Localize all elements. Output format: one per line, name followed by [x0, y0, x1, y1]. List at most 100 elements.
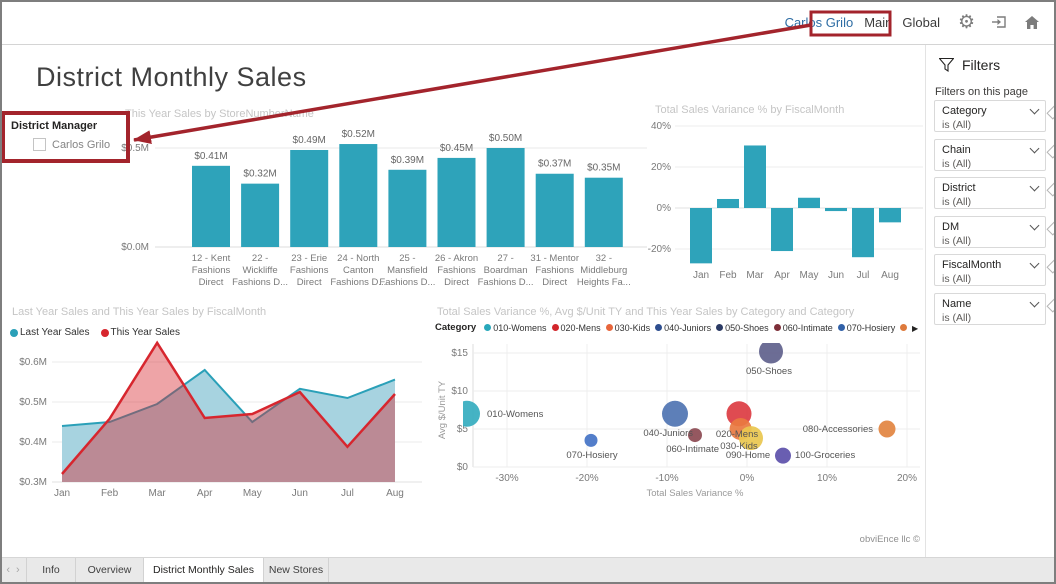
- y-tick: $5: [457, 424, 469, 435]
- eraser-icon[interactable]: [1046, 105, 1056, 120]
- filter-card-Category[interactable]: Category is (All): [934, 100, 1046, 132]
- y-tick: 0%: [657, 203, 672, 214]
- chevron-down-icon[interactable]: [1029, 104, 1040, 115]
- bar-store-1[interactable]: [241, 183, 280, 247]
- checkbox-unchecked[interactable]: [33, 138, 46, 151]
- filter-condition: is (All): [942, 196, 972, 208]
- filters-section-label: Filters on this page: [935, 86, 1028, 98]
- x-tick: May: [243, 488, 262, 499]
- eraser-icon[interactable]: [1046, 297, 1056, 313]
- bubble-040-Juniors[interactable]: [662, 400, 688, 427]
- legend-item-050-Shoes[interactable]: 050-Shoes: [716, 323, 769, 333]
- legend-label: 050-Shoes: [725, 322, 769, 333]
- x-tick: Jun: [828, 270, 844, 281]
- y-tick: -20%: [648, 244, 671, 255]
- tab-overview[interactable]: Overview: [76, 558, 144, 582]
- eraser-icon[interactable]: [1046, 220, 1056, 236]
- tab-info[interactable]: Info: [27, 558, 76, 582]
- legend-dot: [484, 324, 492, 331]
- bar-store-3[interactable]: [339, 144, 378, 247]
- legend-item-080-Accessories[interactable]: 080-Accessories: [900, 323, 907, 333]
- legend-item-020-Mens[interactable]: 020-Mens: [551, 323, 601, 333]
- filter-card-District[interactable]: District is (All): [934, 177, 1046, 209]
- tab-scroll-arrows: ‹ ›: [0, 558, 27, 582]
- bar-store-5[interactable]: [437, 157, 476, 247]
- legend-item-Last Year Sales[interactable]: Last Year Sales: [10, 327, 90, 338]
- filters-title: Filters: [962, 57, 1001, 73]
- tab-new-stores[interactable]: New Stores: [264, 558, 329, 582]
- copyright-credit: obviEnce llc ©: [859, 534, 920, 545]
- bar-store-8[interactable]: [584, 177, 623, 247]
- legend-item-060-Intimate[interactable]: 060-Intimate: [773, 322, 833, 333]
- chevron-down-icon[interactable]: [1029, 258, 1040, 269]
- filter-card-DM[interactable]: DM is (All): [934, 215, 1046, 248]
- chevron-down-icon[interactable]: [1029, 143, 1040, 153]
- x-tick: 0%: [740, 473, 755, 484]
- area-This Year Sales[interactable]: [62, 342, 395, 482]
- chevron-down-icon[interactable]: [1029, 181, 1040, 192]
- bar-store-7[interactable]: [535, 173, 574, 247]
- bar-Mar[interactable]: [744, 145, 766, 208]
- bar-store-6[interactable]: [486, 148, 525, 247]
- chevron-down-icon[interactable]: [1029, 297, 1040, 307]
- bubble-100-Groceries[interactable]: [775, 447, 791, 464]
- bubble-010-Womens[interactable]: [454, 400, 480, 427]
- tab-next-icon[interactable]: ›: [16, 564, 20, 576]
- bubble-060-Intimate[interactable]: [688, 428, 702, 443]
- line-Last Year Sales[interactable]: [61, 368, 396, 427]
- bubble-070-Hosiery[interactable]: [584, 433, 598, 447]
- x-axis-title: Total Sales Variance %: [647, 488, 745, 499]
- home-icon[interactable]: [1024, 15, 1040, 30]
- legend-label: 060-Intimate: [782, 322, 833, 333]
- x-tick: Mar: [746, 270, 764, 281]
- legend-label: 040-Juniors: [664, 322, 712, 333]
- tab-district-monthly-sales[interactable]: District Monthly Sales: [144, 558, 264, 582]
- legend-label: 010-Womens: [493, 322, 547, 333]
- settings-icon[interactable]: ⚙: [957, 11, 975, 33]
- line-This Year Sales[interactable]: [61, 340, 396, 475]
- bar-store-0[interactable]: [192, 165, 230, 247]
- bar-Feb[interactable]: [717, 198, 739, 208]
- legend-item-This Year Sales[interactable]: This Year Sales: [100, 327, 180, 338]
- bar-store-2[interactable]: [290, 149, 329, 247]
- x-tick: Jun: [292, 488, 308, 499]
- nav-main[interactable]: Main: [864, 14, 893, 30]
- bubble-090-Home[interactable]: [739, 426, 763, 451]
- bubble-050-Shoes[interactable]: [759, 340, 783, 364]
- nav-global[interactable]: Global: [902, 14, 940, 30]
- x-category-label: 32 -Middleburg Heights Fa...: [577, 253, 631, 288]
- bar-Jun[interactable]: [825, 208, 847, 212]
- legend-overflow-arrow[interactable]: ▶: [912, 324, 919, 333]
- sign-out-icon[interactable]: [991, 14, 1008, 30]
- bar-Jul[interactable]: [852, 208, 874, 258]
- bar-Aug[interactable]: [879, 208, 901, 223]
- slicer-option-row[interactable]: Carlos Grilo: [33, 138, 119, 151]
- y-tick: 40%: [651, 121, 671, 132]
- legend-item-010-Womens[interactable]: 010-Womens: [484, 322, 547, 333]
- x-tick: Aug: [386, 488, 404, 499]
- filter-card-Chain[interactable]: Chain is (All): [934, 138, 1046, 171]
- legend-item-040-Juniors[interactable]: 040-Juniors: [655, 323, 711, 333]
- district-manager-slicer: District Manager Carlos Grilo: [7, 120, 119, 151]
- area-Last Year Sales[interactable]: [62, 370, 395, 482]
- user-name-link[interactable]: Carlos Grilo: [784, 14, 854, 30]
- eraser-icon[interactable]: [1046, 182, 1056, 197]
- bar-value-label: $0.39M: [391, 155, 424, 166]
- bar-Jan[interactable]: [690, 208, 712, 264]
- legend-item-070-Hosiery[interactable]: 070-Hosiery: [837, 323, 895, 333]
- chevron-down-icon[interactable]: [1029, 220, 1040, 230]
- bar-May[interactable]: [798, 197, 820, 208]
- filter-card-Name[interactable]: Name is (All): [934, 292, 1046, 325]
- filter-card-FiscalMonth[interactable]: FiscalMonth is (All): [934, 254, 1046, 286]
- eraser-icon[interactable]: [1046, 143, 1056, 159]
- x-category-label: 31 - Mentor Fashions Direct: [530, 253, 579, 288]
- bubble-080-Accessories[interactable]: [878, 420, 896, 438]
- legend-item-030-Kids[interactable]: 030-Kids: [605, 323, 650, 333]
- bar-value-label: $0.37M: [538, 159, 571, 170]
- eraser-icon[interactable]: [1046, 259, 1056, 274]
- x-category-label: 26 - Akron Fashions Direct: [435, 253, 478, 288]
- tab-prev-icon[interactable]: ‹: [6, 564, 10, 576]
- bar-store-4[interactable]: [388, 169, 427, 247]
- filter-funnel-icon: [939, 58, 954, 72]
- bar-Apr[interactable]: [771, 208, 793, 252]
